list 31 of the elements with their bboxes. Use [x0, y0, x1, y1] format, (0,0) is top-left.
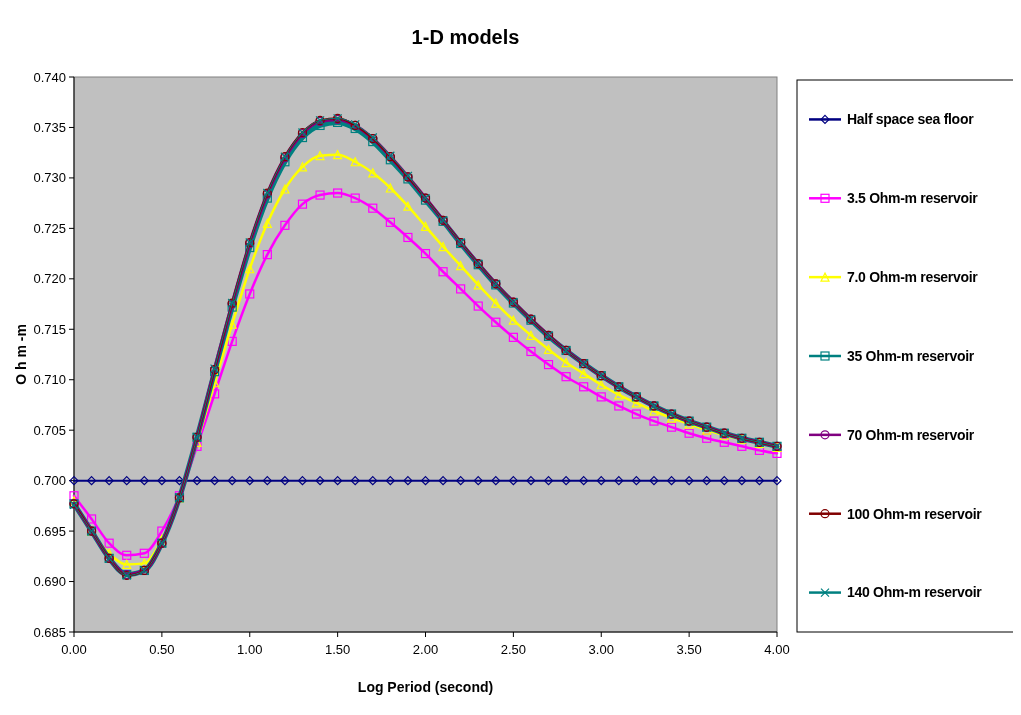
x-axis-title: Log Period (second) [357, 679, 494, 695]
chart-title: 1-D models [411, 26, 520, 48]
y-tick-label: 0.705 [33, 422, 66, 438]
x-tick-label: 1.50 [324, 642, 351, 657]
y-tick-label: 0.695 [33, 523, 66, 539]
x-tick-label: 3.50 [676, 642, 702, 657]
y-tick-label: 0.725 [33, 220, 66, 236]
y-tick-label: 0.685 [33, 624, 66, 640]
x-tick-label: 0.50 [149, 642, 175, 657]
legend-label: 70 Ohm-m reservoir [847, 426, 975, 443]
x-tick-label: 3.00 [588, 642, 614, 657]
x-tick-label: 1.00 [237, 642, 263, 657]
legend-label: 7.0 Ohm-m reservoir [847, 269, 979, 286]
x-tick-label: 2.50 [500, 642, 527, 657]
x-tick-label: 4.00 [764, 642, 790, 657]
y-tick-label: 0.690 [33, 574, 66, 590]
x-tick-label: 0.00 [61, 642, 87, 657]
legend-label: 100 Ohm-m reservoir [847, 505, 983, 522]
y-axis-title: O h m -m [13, 324, 29, 385]
y-tick-label: 0.730 [33, 170, 66, 186]
legend-label: 140 Ohm-m reservoir [847, 584, 983, 601]
y-tick-label: 0.710 [33, 372, 66, 388]
legend-label: 35 Ohm-m reservoir [847, 347, 975, 364]
y-tick-label: 0.700 [33, 473, 66, 489]
y-tick-label: 0.720 [33, 271, 66, 287]
y-tick-label: 0.740 [33, 69, 66, 85]
x-tick-label: 2.00 [412, 642, 439, 657]
legend-label: Half space sea floor [847, 111, 975, 128]
y-tick-label: 0.715 [33, 321, 66, 337]
legend-label: 3.5 Ohm-m reservoir [847, 190, 979, 207]
y-tick-label: 0.735 [33, 120, 66, 135]
